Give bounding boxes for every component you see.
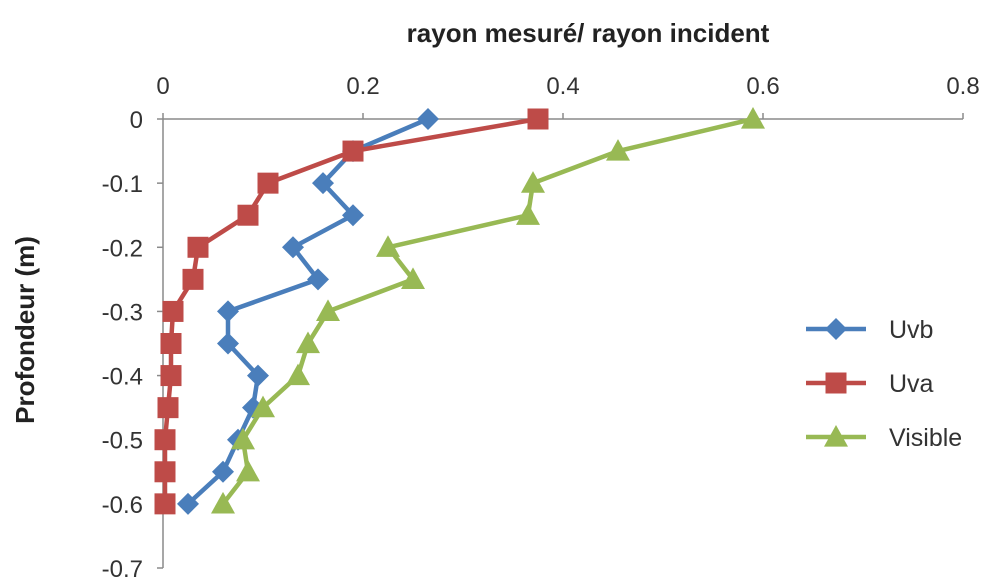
data-point-uva <box>187 236 209 258</box>
y-tick-label: -0.2 <box>102 235 143 262</box>
data-point-visible <box>376 235 400 257</box>
y-tick-label: -0.1 <box>102 171 143 198</box>
data-point-uvb <box>282 236 304 259</box>
data-point-uva <box>237 204 259 226</box>
legend: Uvb Uva Visible <box>806 316 962 452</box>
legend-marker-uvb <box>825 318 847 340</box>
legend-label-uvb: Uvb <box>889 316 933 344</box>
data-point-uva <box>182 268 204 290</box>
data-point-uvb <box>217 332 239 355</box>
series-layer <box>154 107 765 515</box>
y-axis-label: Profondeur (m) <box>10 236 40 424</box>
data-point-uvb <box>312 172 334 195</box>
series-line-visible <box>221 116 754 506</box>
data-point-visible <box>296 331 320 354</box>
legend-marker-uva <box>825 372 847 394</box>
data-point-uvb <box>177 492 199 515</box>
data-point-uvb <box>247 364 269 387</box>
data-point-uva <box>162 300 184 322</box>
data-point-uva <box>160 333 182 354</box>
series-uvb <box>177 108 439 515</box>
data-point-visible <box>236 459 260 482</box>
axes: 0 0.2 0.4 0.6 0.8 0 -0.1 -0.2 -0.3 -0.4 -0.5 -0.6 -0… <box>102 73 980 578</box>
x-tick-label: 0.8 <box>946 73 979 100</box>
data-point-uvb <box>212 460 234 483</box>
data-point-uva <box>157 397 179 419</box>
data-point-uva <box>160 365 182 387</box>
data-point-uva <box>527 108 549 130</box>
data-point-uvb <box>307 268 329 291</box>
legend-marker-visible <box>824 425 848 447</box>
x-tick-label: 0 <box>156 73 169 100</box>
data-point-visible <box>251 395 275 418</box>
data-point-uvb <box>342 204 364 227</box>
series-uva <box>154 108 549 515</box>
data-point-uva <box>154 461 176 483</box>
data-point-visible <box>606 139 630 161</box>
x-tick-label: 0.6 <box>746 73 779 100</box>
legend-label-visible: Visible <box>889 424 962 452</box>
data-point-uva <box>154 493 176 515</box>
y-tick-label: 0 <box>130 107 143 134</box>
data-point-uva <box>257 172 279 194</box>
data-point-uvb <box>417 108 439 130</box>
data-point-visible <box>401 267 425 289</box>
data-point-uva <box>154 429 176 451</box>
x-tick-label: 0.4 <box>546 73 579 100</box>
x-tick-label: 0.2 <box>346 73 379 100</box>
data-point-visible <box>516 203 540 225</box>
series-visible <box>211 107 765 514</box>
y-tick-label: -0.5 <box>102 428 143 455</box>
legend-label-uva: Uva <box>889 370 934 398</box>
y-tick-label: -0.3 <box>102 299 143 326</box>
data-point-visible <box>211 491 235 514</box>
y-tick-label: -0.6 <box>102 492 143 519</box>
y-tick-label: -0.4 <box>102 364 143 391</box>
data-point-visible <box>231 427 255 450</box>
data-point-visible <box>316 299 340 322</box>
data-point-uvb <box>217 300 239 323</box>
data-point-visible <box>741 107 765 129</box>
data-point-uva <box>342 140 364 162</box>
y-tick-label: -0.7 <box>102 556 143 578</box>
chart-title: rayon mesuré/ rayon incident <box>407 18 770 48</box>
data-point-visible <box>286 363 310 386</box>
data-point-visible <box>521 171 545 193</box>
